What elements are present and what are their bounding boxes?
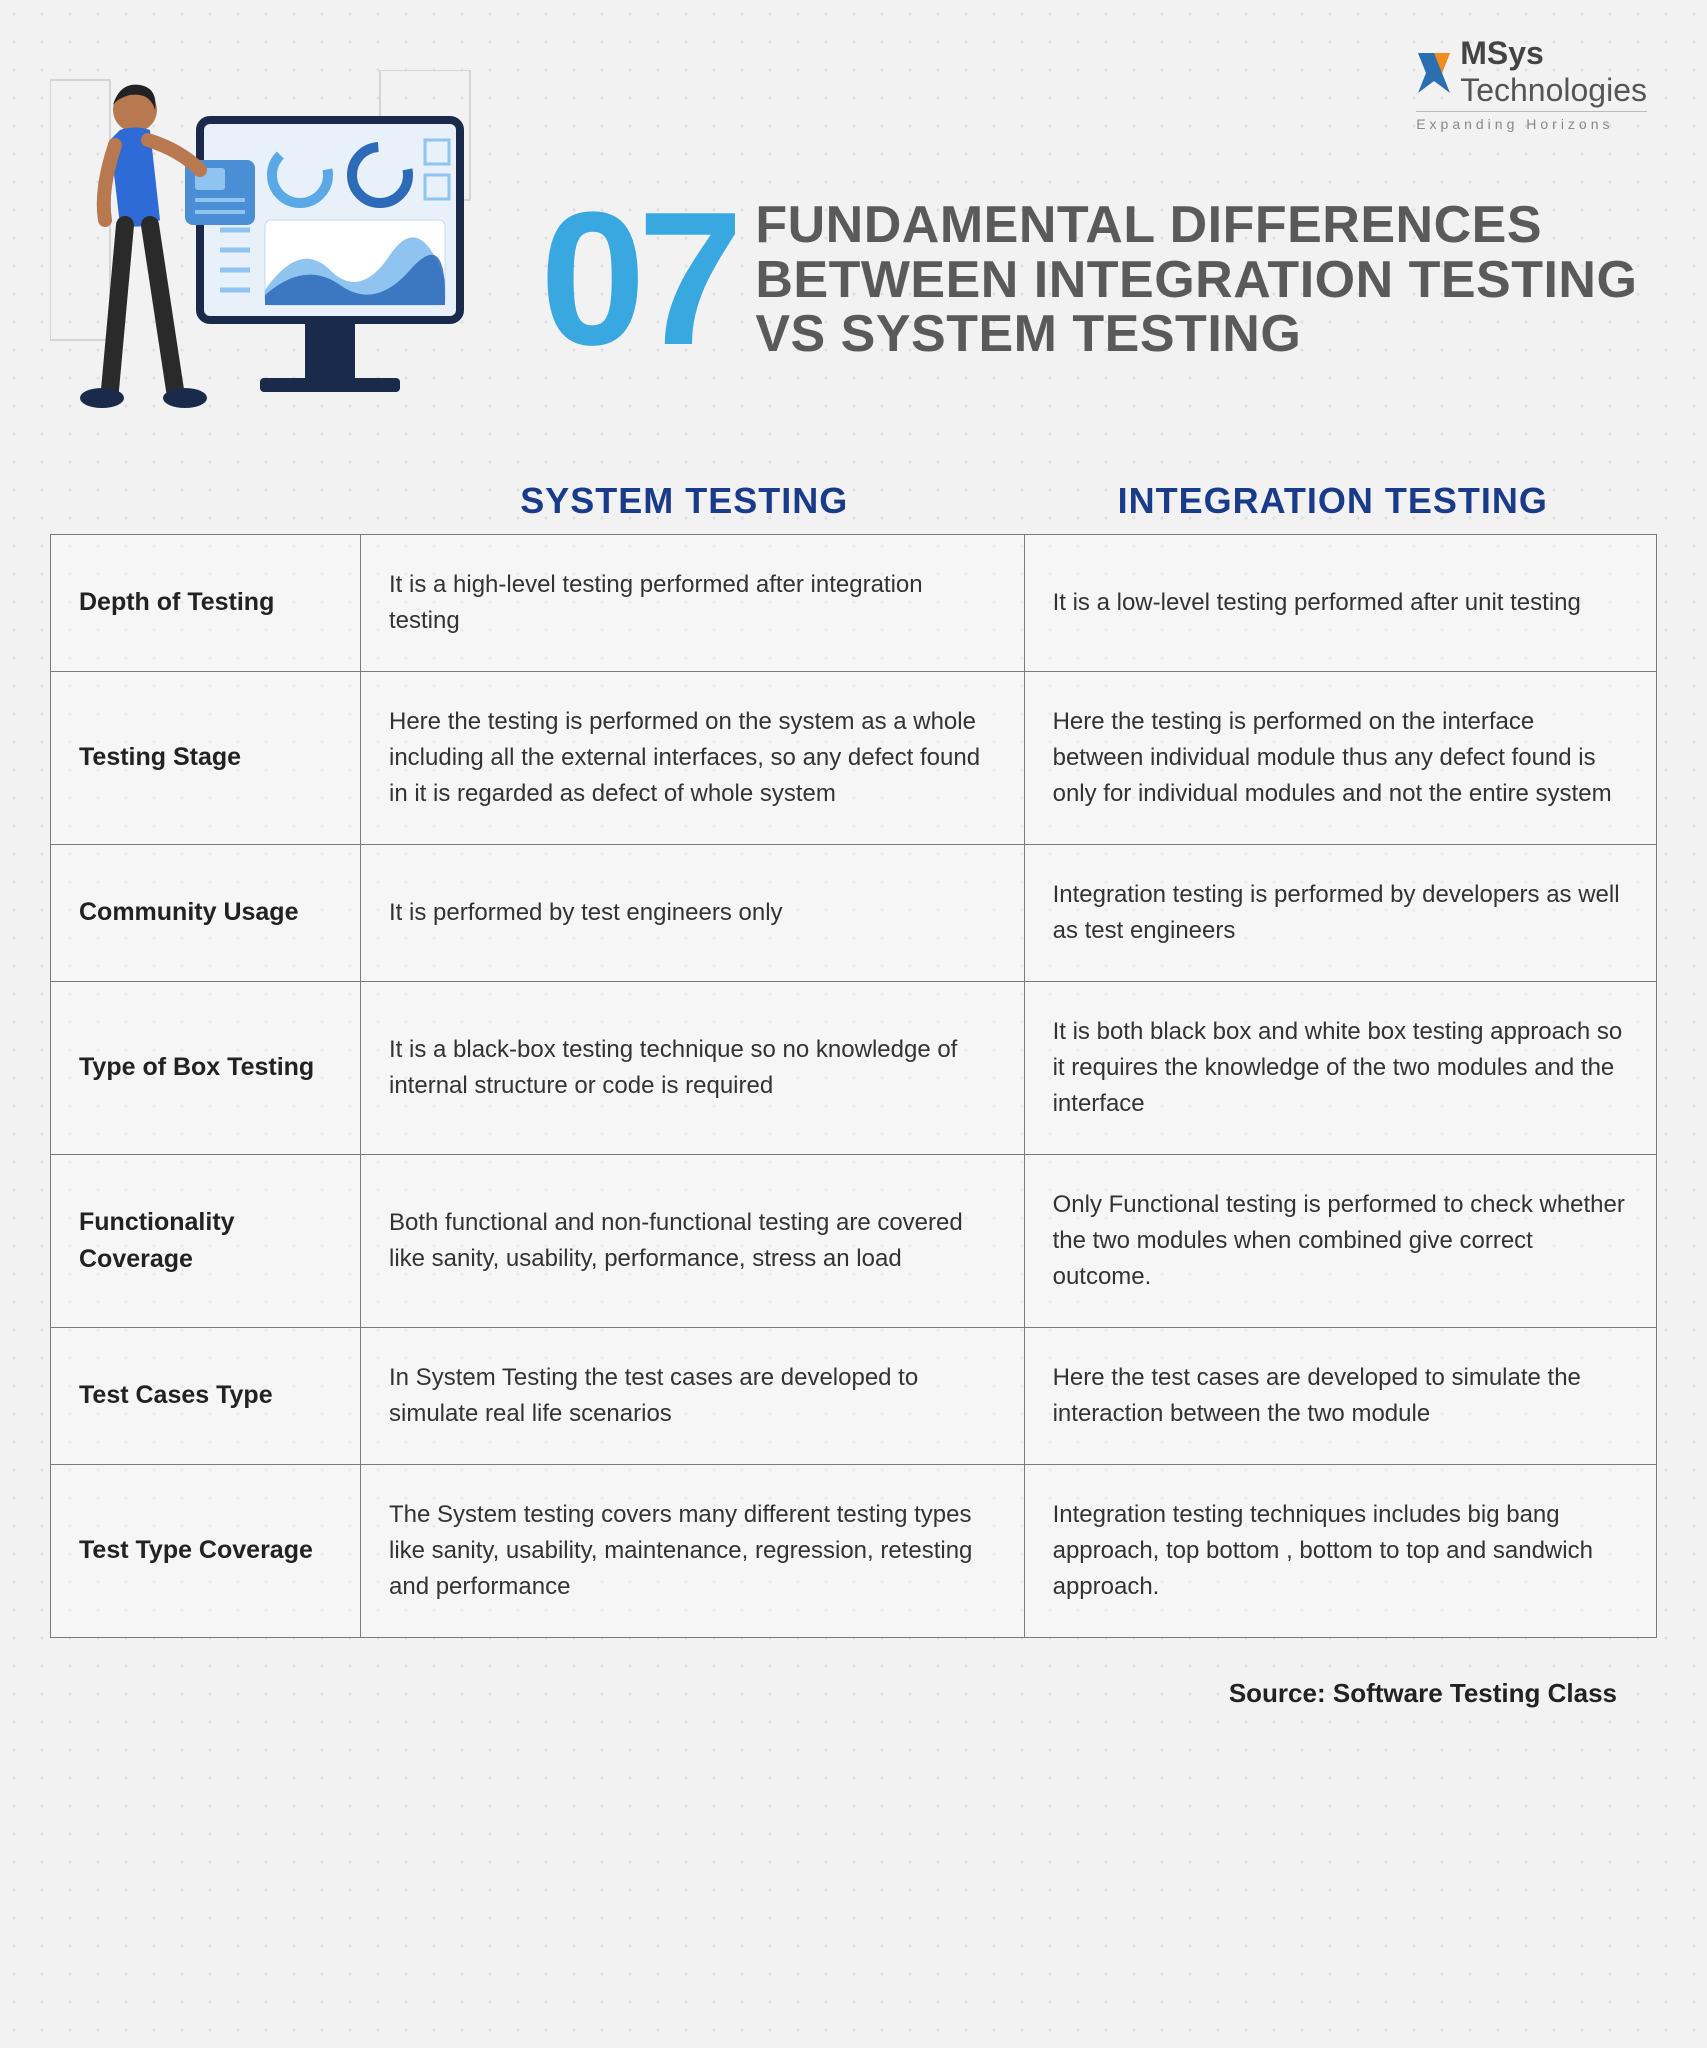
row-label: Community Usage (51, 845, 361, 982)
row-system-cell: Here the testing is performed on the sys… (361, 672, 1025, 845)
row-integration-cell: Integration testing is performed by deve… (1024, 845, 1656, 982)
row-label: Type of Box Testing (51, 982, 361, 1155)
table-row: Test Type Coverage The System testing co… (51, 1465, 1657, 1638)
row-system-cell: It is a black-box testing technique so n… (361, 982, 1025, 1155)
row-label: Depth of Testing (51, 535, 361, 672)
row-integration-cell: Only Functional testing is performed to … (1024, 1155, 1656, 1328)
row-integration-cell: Integration testing techniques includes … (1024, 1465, 1656, 1638)
col-header-system: SYSTEM TESTING (360, 480, 1009, 522)
comparison-table: Depth of Testing It is a high-level test… (50, 534, 1657, 1638)
hero-illustration (50, 70, 480, 430)
row-system-cell: It is performed by test engineers only (361, 845, 1025, 982)
title-number: 07 (540, 199, 735, 361)
col-header-integration: INTEGRATION TESTING (1009, 480, 1658, 522)
row-integration-cell: It is both black box and white box testi… (1024, 982, 1656, 1155)
row-integration-cell: It is a low-level testing performed afte… (1024, 535, 1656, 672)
column-headers: SYSTEM TESTING INTEGRATION TESTING (50, 480, 1657, 522)
row-label: Test Cases Type (51, 1328, 361, 1465)
row-system-cell: It is a high-level testing performed aft… (361, 535, 1025, 672)
source-text: Source: Software Testing Class (50, 1678, 1657, 1709)
logo-tagline: Expanding Horizons (1416, 111, 1647, 132)
table-row: Community Usage It is performed by test … (51, 845, 1657, 982)
table-row: Testing Stage Here the testing is perfor… (51, 672, 1657, 845)
table-row: Depth of Testing It is a high-level test… (51, 535, 1657, 672)
table-row: Type of Box Testing It is a black-box te… (51, 982, 1657, 1155)
row-label: Functionality Coverage (51, 1155, 361, 1328)
logo-name: MSys Technologies (1460, 35, 1647, 109)
logo-mark-icon (1416, 51, 1452, 93)
row-system-cell: The System testing covers many different… (361, 1465, 1025, 1638)
row-system-cell: In System Testing the test cases are dev… (361, 1328, 1025, 1465)
title-block: 07 FUNDAMENTAL DIFFERENCES BETWEEN INTEG… (540, 198, 1657, 362)
title-text: FUNDAMENTAL DIFFERENCES BETWEEN INTEGRAT… (755, 198, 1657, 362)
row-integration-cell: Here the test cases are developed to sim… (1024, 1328, 1656, 1465)
table-body: Depth of Testing It is a high-level test… (51, 535, 1657, 1638)
table-row: Functionality Coverage Both functional a… (51, 1155, 1657, 1328)
row-system-cell: Both functional and non-functional testi… (361, 1155, 1025, 1328)
row-integration-cell: Here the testing is performed on the int… (1024, 672, 1656, 845)
row-label: Testing Stage (51, 672, 361, 845)
table-row: Test Cases Type In System Testing the te… (51, 1328, 1657, 1465)
row-label: Test Type Coverage (51, 1465, 361, 1638)
logo-block: MSys Technologies Expanding Horizons (1416, 35, 1647, 132)
